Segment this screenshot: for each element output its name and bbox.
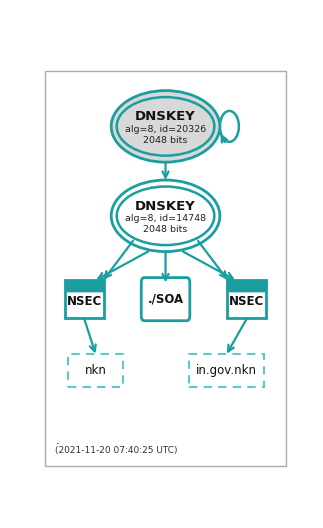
Text: .: . [56, 434, 59, 447]
Text: NSEC: NSEC [229, 295, 265, 308]
FancyBboxPatch shape [227, 280, 266, 318]
Ellipse shape [220, 111, 239, 142]
Text: ./SOA: ./SOA [148, 293, 183, 306]
Text: NSEC: NSEC [67, 295, 102, 308]
Text: in.gov.nkn: in.gov.nkn [196, 364, 257, 377]
Text: 2048 bits: 2048 bits [143, 136, 188, 145]
FancyBboxPatch shape [189, 354, 265, 387]
Ellipse shape [117, 97, 214, 156]
Text: alg=8, id=20326: alg=8, id=20326 [125, 125, 206, 134]
Text: 2048 bits: 2048 bits [143, 225, 188, 234]
Text: DNSKEY: DNSKEY [135, 200, 196, 213]
FancyBboxPatch shape [141, 278, 190, 320]
Text: DNSKEY: DNSKEY [135, 110, 196, 123]
Text: nkn: nkn [85, 364, 106, 377]
Ellipse shape [117, 186, 214, 245]
Ellipse shape [111, 91, 220, 162]
FancyBboxPatch shape [65, 280, 104, 318]
Text: (2021-11-20 07:40:25 UTC): (2021-11-20 07:40:25 UTC) [56, 446, 178, 455]
FancyBboxPatch shape [65, 280, 104, 291]
Ellipse shape [111, 180, 220, 252]
FancyBboxPatch shape [68, 354, 123, 387]
FancyBboxPatch shape [227, 280, 266, 291]
Text: alg=8, id=14748: alg=8, id=14748 [125, 214, 206, 223]
